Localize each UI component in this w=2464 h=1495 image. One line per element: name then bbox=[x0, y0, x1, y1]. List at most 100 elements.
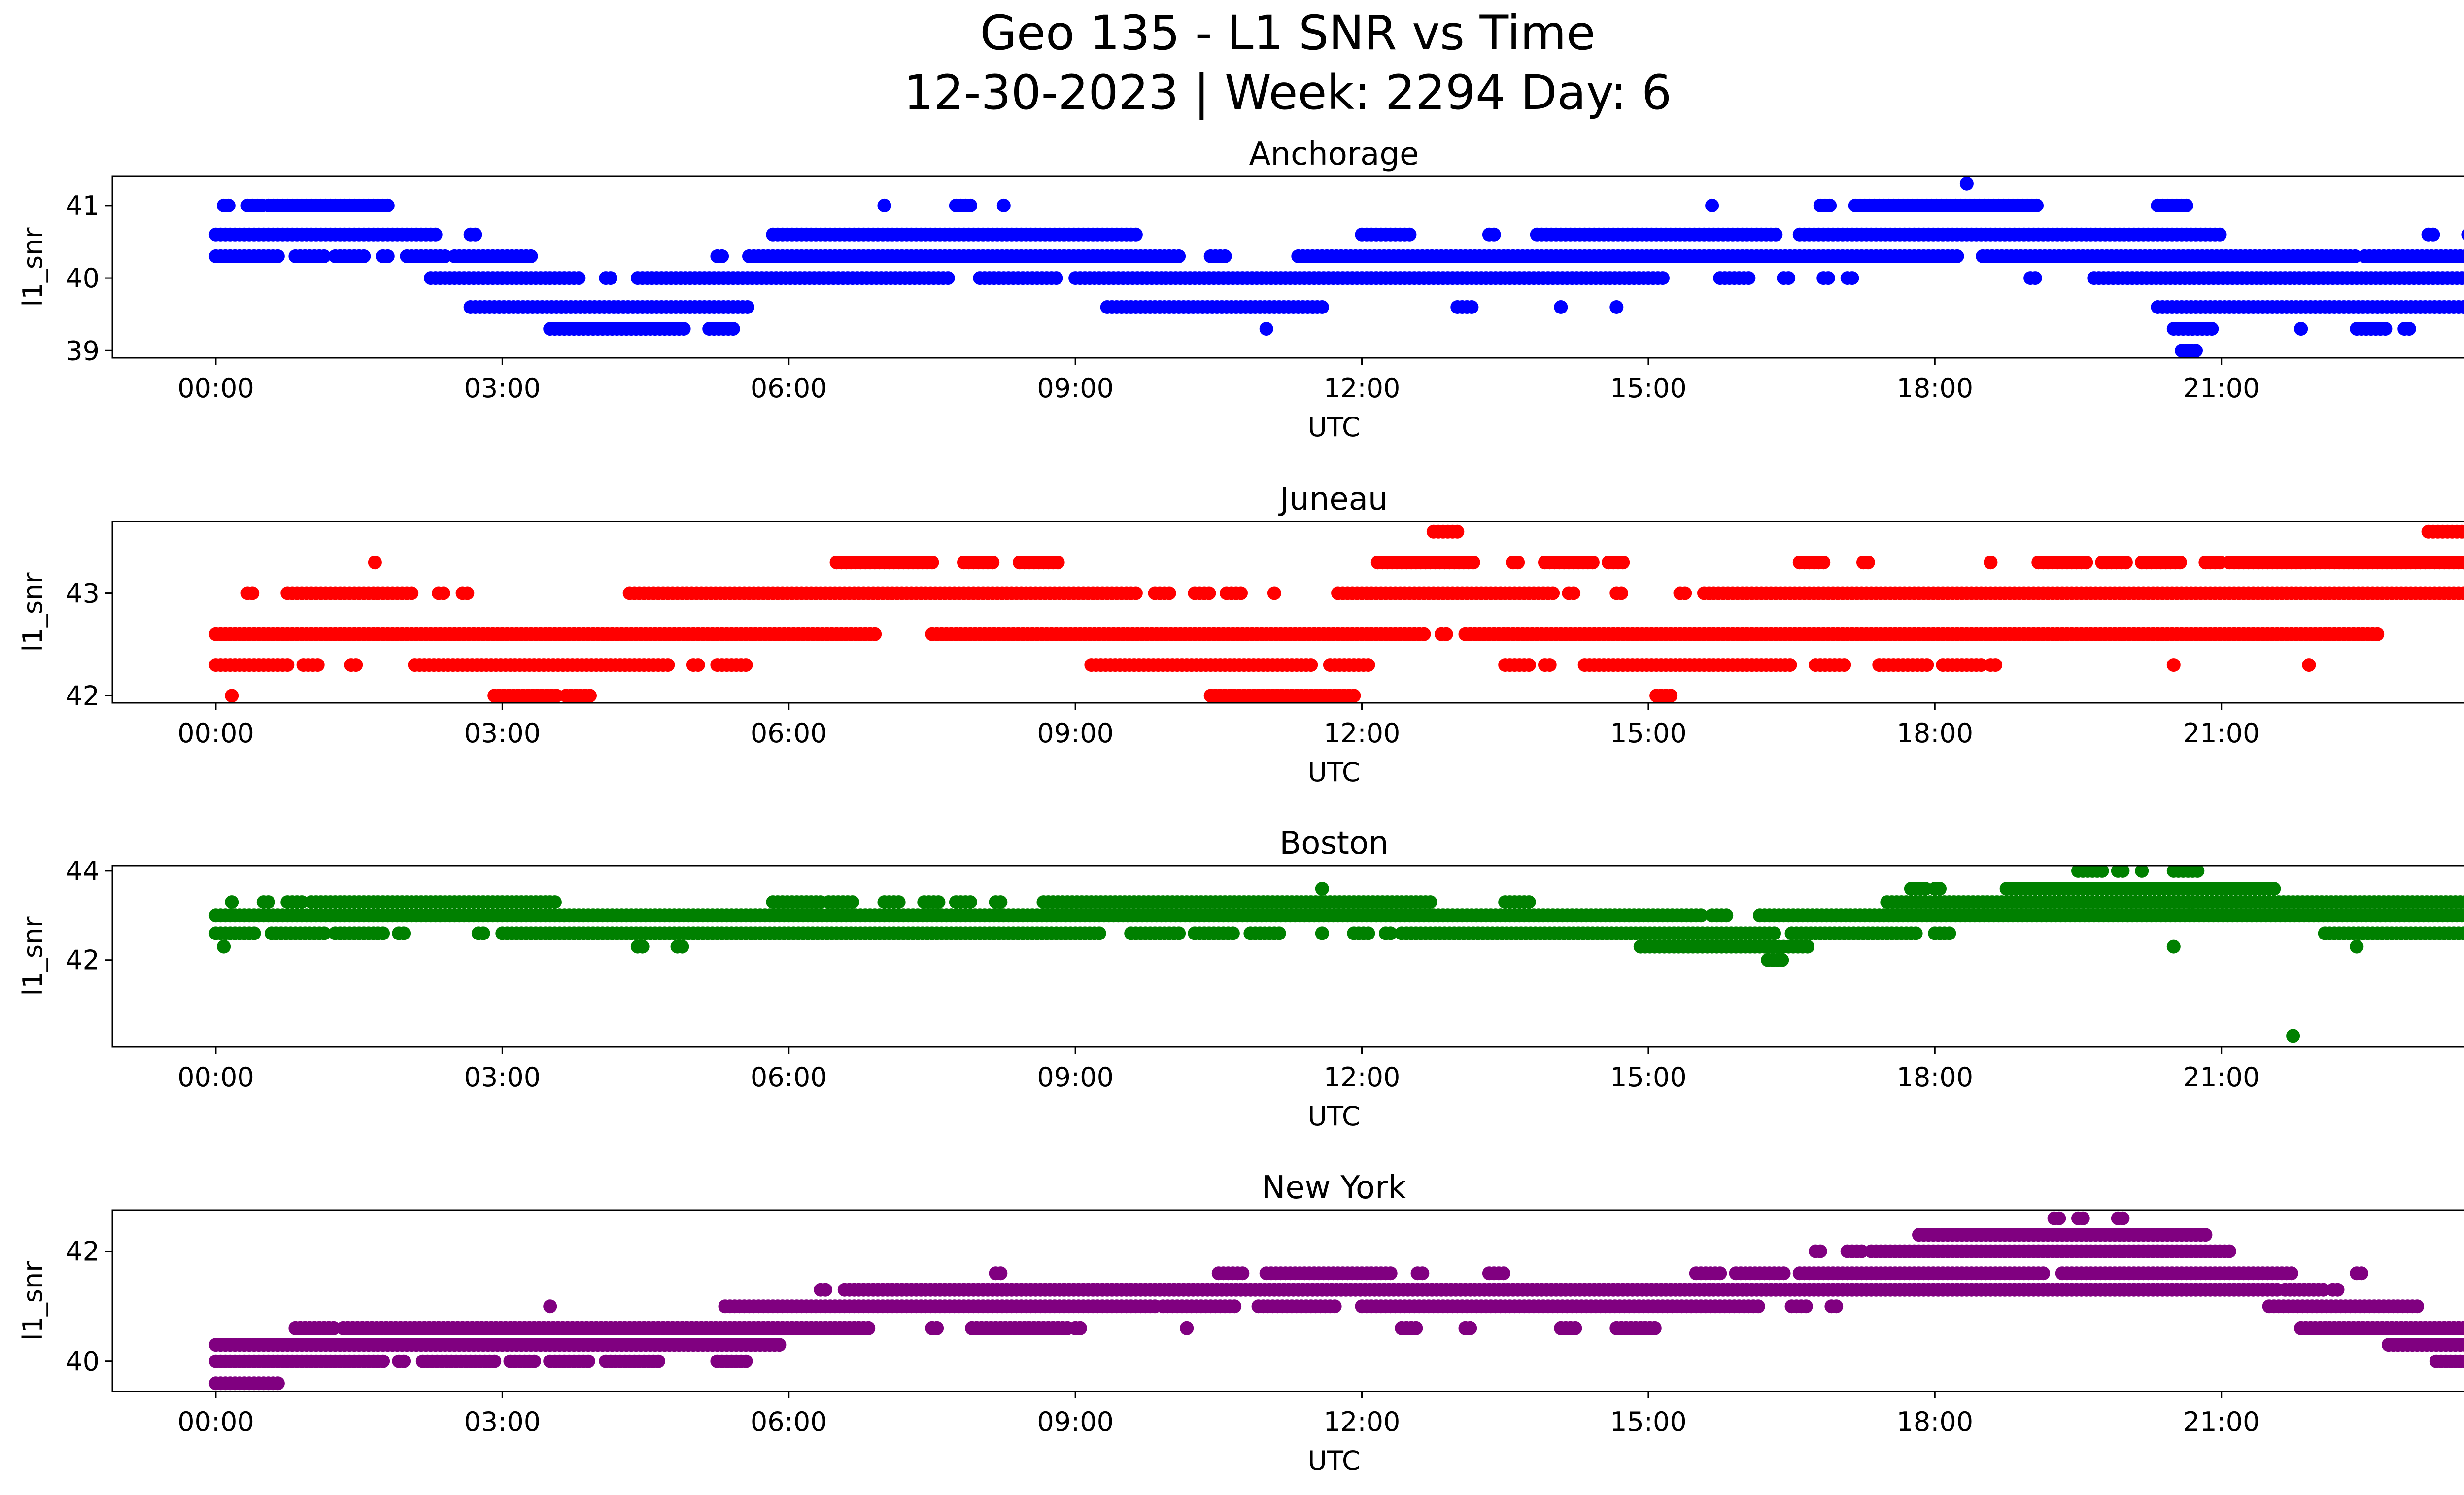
data-point bbox=[2426, 227, 2440, 242]
data-point bbox=[317, 249, 331, 263]
data-point bbox=[1051, 556, 1065, 570]
data-point bbox=[2205, 322, 2219, 336]
data-point bbox=[2076, 1211, 2090, 1225]
data-point bbox=[2456, 556, 2464, 570]
data-point bbox=[1942, 926, 1956, 940]
axes-frame-anchorage bbox=[111, 175, 2464, 359]
data-point bbox=[861, 1321, 876, 1335]
data-point bbox=[1542, 658, 1557, 672]
data-point bbox=[2294, 322, 2308, 336]
data-point bbox=[1218, 249, 1232, 263]
data-point bbox=[1267, 586, 1281, 600]
x-tick-label: 06:00 bbox=[751, 1062, 827, 1093]
data-point bbox=[1829, 1299, 1844, 1314]
x-tick-label: 18:00 bbox=[1897, 718, 1974, 749]
data-point bbox=[1129, 227, 1143, 242]
data-point bbox=[460, 586, 475, 600]
data-point bbox=[271, 249, 285, 263]
figure-title-line2: 12-30-2023 | Week: 2294 Day: 6 bbox=[904, 65, 1672, 121]
data-point bbox=[1719, 908, 1734, 923]
data-point bbox=[925, 556, 939, 570]
data-point bbox=[1705, 198, 1719, 212]
data-point bbox=[2284, 1266, 2298, 1281]
data-point bbox=[635, 939, 650, 954]
data-point bbox=[2036, 1266, 2050, 1281]
data-point bbox=[349, 658, 363, 672]
data-point bbox=[376, 926, 390, 940]
data-point bbox=[1823, 198, 1837, 212]
data-point bbox=[2456, 926, 2464, 940]
x-axis-label-anchorage: UTC bbox=[1307, 412, 1360, 443]
data-point bbox=[2348, 249, 2362, 263]
data-point bbox=[845, 895, 859, 909]
data-point bbox=[368, 556, 382, 570]
data-point bbox=[280, 658, 295, 672]
data-point bbox=[941, 271, 955, 285]
data-point bbox=[221, 198, 236, 212]
y-tick-label: 40 bbox=[66, 263, 100, 294]
data-point bbox=[1202, 586, 1216, 600]
data-point bbox=[1694, 908, 1708, 923]
data-point bbox=[1415, 1266, 1430, 1281]
data-point bbox=[2350, 939, 2364, 954]
data-point bbox=[1614, 586, 1628, 600]
data-point bbox=[1383, 926, 1398, 940]
data-point bbox=[2354, 1266, 2368, 1281]
x-tick-label: 03:00 bbox=[464, 1062, 541, 1093]
data-point bbox=[1129, 586, 1143, 600]
data-point bbox=[2460, 909, 2464, 922]
data-point bbox=[2330, 1283, 2345, 1297]
data-point bbox=[1909, 926, 1923, 940]
data-point bbox=[438, 249, 452, 263]
data-point bbox=[1522, 895, 1536, 909]
data-point bbox=[2173, 556, 2187, 570]
data-point bbox=[1775, 953, 1789, 967]
data-point bbox=[2461, 588, 2464, 599]
data-point bbox=[357, 249, 371, 263]
data-point bbox=[2463, 252, 2464, 260]
y-tick-label: 42 bbox=[66, 680, 100, 711]
data-point bbox=[2461, 229, 2464, 240]
data-point bbox=[1272, 926, 1286, 940]
data-point bbox=[548, 895, 562, 909]
data-point bbox=[1423, 895, 1437, 909]
data-point bbox=[1950, 249, 1964, 263]
data-point bbox=[583, 689, 597, 703]
data-point bbox=[996, 198, 1011, 212]
data-point bbox=[2460, 525, 2464, 538]
data-point bbox=[993, 895, 1008, 909]
data-point bbox=[2213, 227, 2227, 242]
data-point bbox=[428, 227, 443, 242]
data-point bbox=[317, 926, 331, 940]
x-tick-label: 21:00 bbox=[2183, 373, 2260, 404]
data-point bbox=[1567, 586, 1581, 600]
data-point bbox=[1172, 249, 1186, 263]
data-point bbox=[726, 322, 740, 336]
data-point bbox=[1234, 586, 1248, 600]
data-point bbox=[2461, 301, 2464, 313]
data-point bbox=[604, 271, 617, 285]
x-tick-label: 03:00 bbox=[464, 373, 541, 404]
data-point bbox=[2410, 1299, 2424, 1314]
x-tick-label: 09:00 bbox=[1037, 718, 1114, 749]
data-point bbox=[1984, 556, 1998, 570]
x-tick-label: 15:00 bbox=[1610, 373, 1687, 404]
data-point bbox=[1769, 227, 1783, 242]
data-point bbox=[819, 1283, 832, 1297]
subplot-title-juneau: Juneau bbox=[1278, 481, 1388, 518]
data-point bbox=[2458, 895, 2464, 909]
y-axis-label-juneau: l1_snr bbox=[17, 572, 48, 652]
data-point bbox=[1403, 227, 1417, 242]
data-point bbox=[1821, 271, 1835, 285]
data-point bbox=[1918, 882, 1932, 896]
data-point bbox=[2456, 300, 2464, 314]
data-point bbox=[397, 926, 411, 940]
scatter-series-new-york bbox=[208, 1211, 2464, 1391]
subplot-title-new-york: New York bbox=[1262, 1170, 1406, 1206]
data-point bbox=[1361, 658, 1375, 672]
data-point bbox=[1466, 556, 1480, 570]
y-tick-label: 41 bbox=[66, 190, 100, 221]
data-point bbox=[993, 1266, 1008, 1281]
